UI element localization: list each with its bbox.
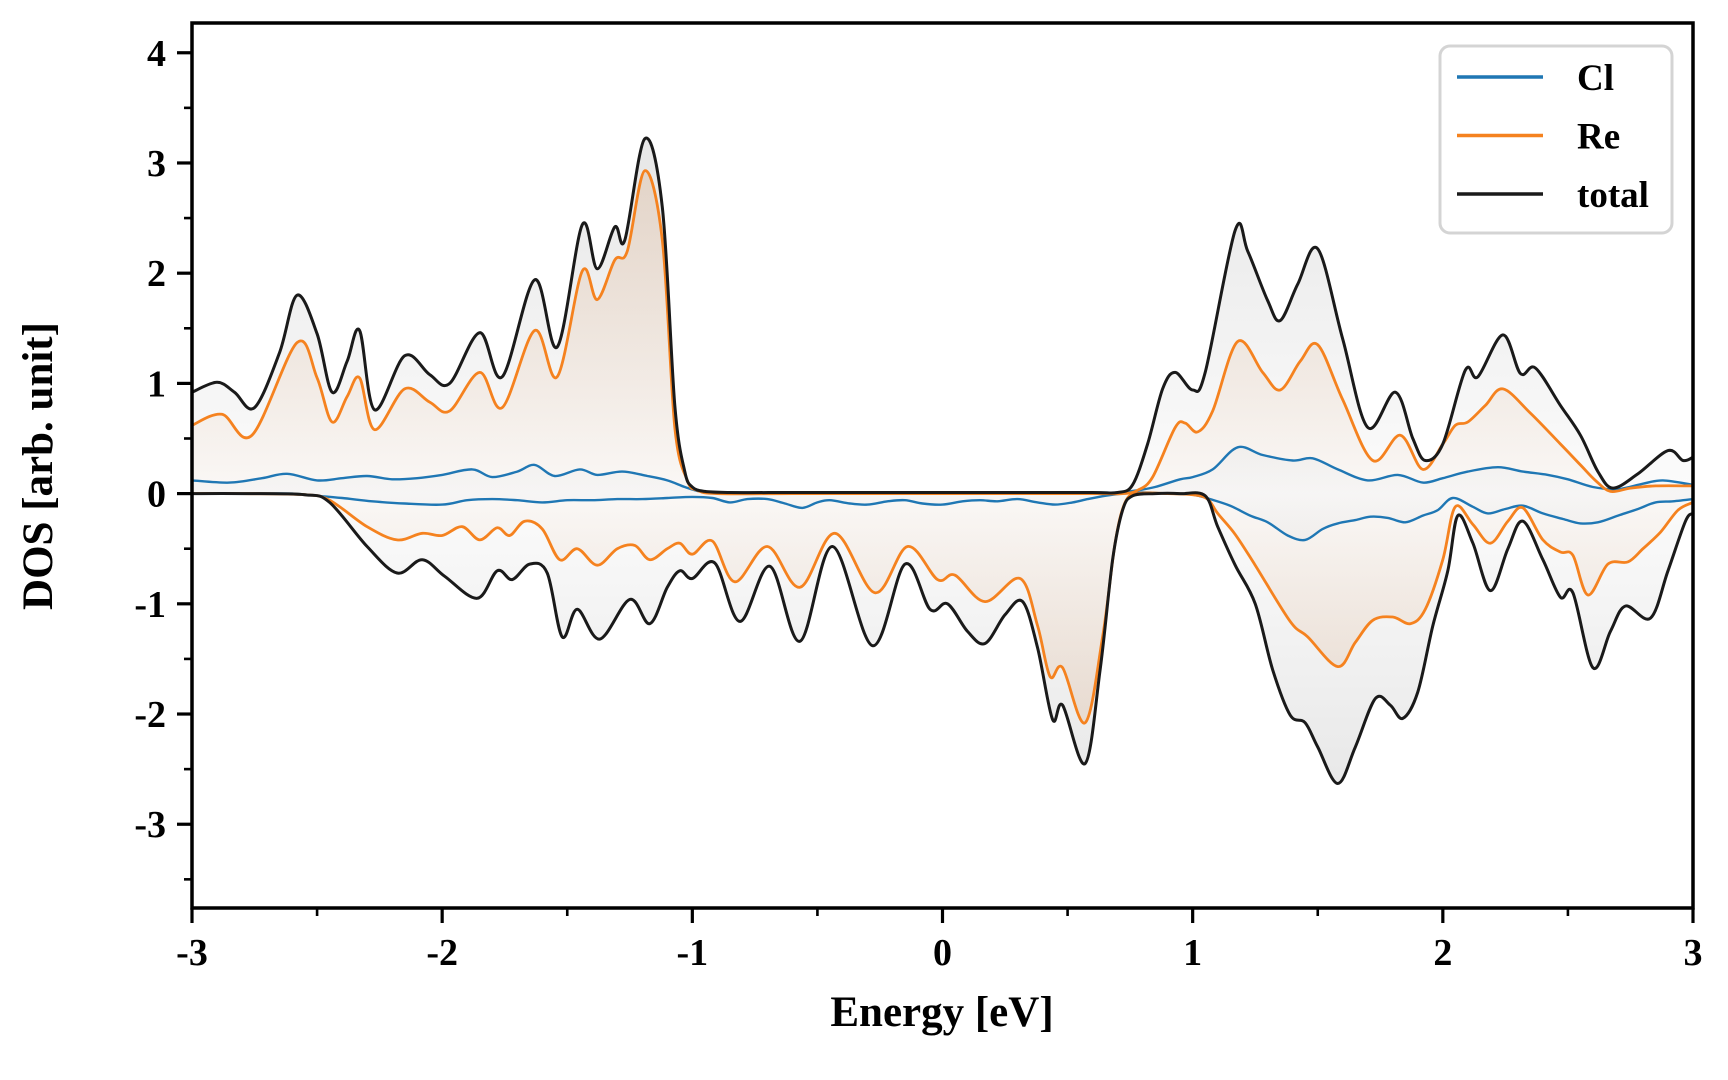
legend-label: total: [1577, 175, 1649, 216]
x-tick-label: 3: [1684, 932, 1703, 974]
y-tick-label: -3: [134, 804, 166, 846]
y-axis-label: DOS [arb. unit]: [15, 322, 62, 610]
legend-box: [1438, 44, 1674, 235]
y-tick-label: 4: [147, 33, 166, 75]
x-axis-label: Energy [eV]: [830, 989, 1053, 1036]
legend-item-cl: Cl: [1457, 58, 1614, 99]
curve-total_down: [190, 491, 1695, 785]
x-tick-label: -2: [426, 932, 458, 974]
legend-label: Re: [1577, 117, 1620, 158]
axis-ticks: [177, 51, 1695, 923]
fill-total_up: [192, 138, 1693, 494]
x-tick-label: 0: [933, 932, 952, 974]
y-tick-label: -1: [134, 584, 166, 626]
y-tick-label: 2: [147, 253, 166, 295]
x-tick-label: 1: [1183, 932, 1202, 974]
y-tick-label: 1: [147, 363, 166, 405]
legend-item-total: total: [1457, 175, 1649, 216]
tick-labels: -3 -2 -1 0 1 2 3 -3 -2 -1 0 1 2 3 4: [134, 33, 1702, 974]
fill-total_down: [192, 492, 1693, 784]
fill-areas: [192, 138, 1693, 784]
legend-label: Cl: [1577, 58, 1614, 99]
x-tick-label: -1: [677, 932, 709, 974]
legend: Cl Re total: [1438, 44, 1674, 235]
curve-Cl_down: [190, 491, 1695, 542]
dos-curves: [190, 136, 1695, 785]
legend-item-re: Re: [1457, 117, 1620, 158]
y-tick-label: 3: [147, 143, 166, 185]
y-tick-label: -2: [134, 694, 166, 736]
curve-Re_down: [190, 491, 1695, 725]
y-tick-label: 0: [147, 474, 166, 516]
x-tick-label: -3: [176, 932, 208, 974]
x-tick-label: 2: [1433, 932, 1452, 974]
curve-total_up: [190, 136, 1695, 495]
